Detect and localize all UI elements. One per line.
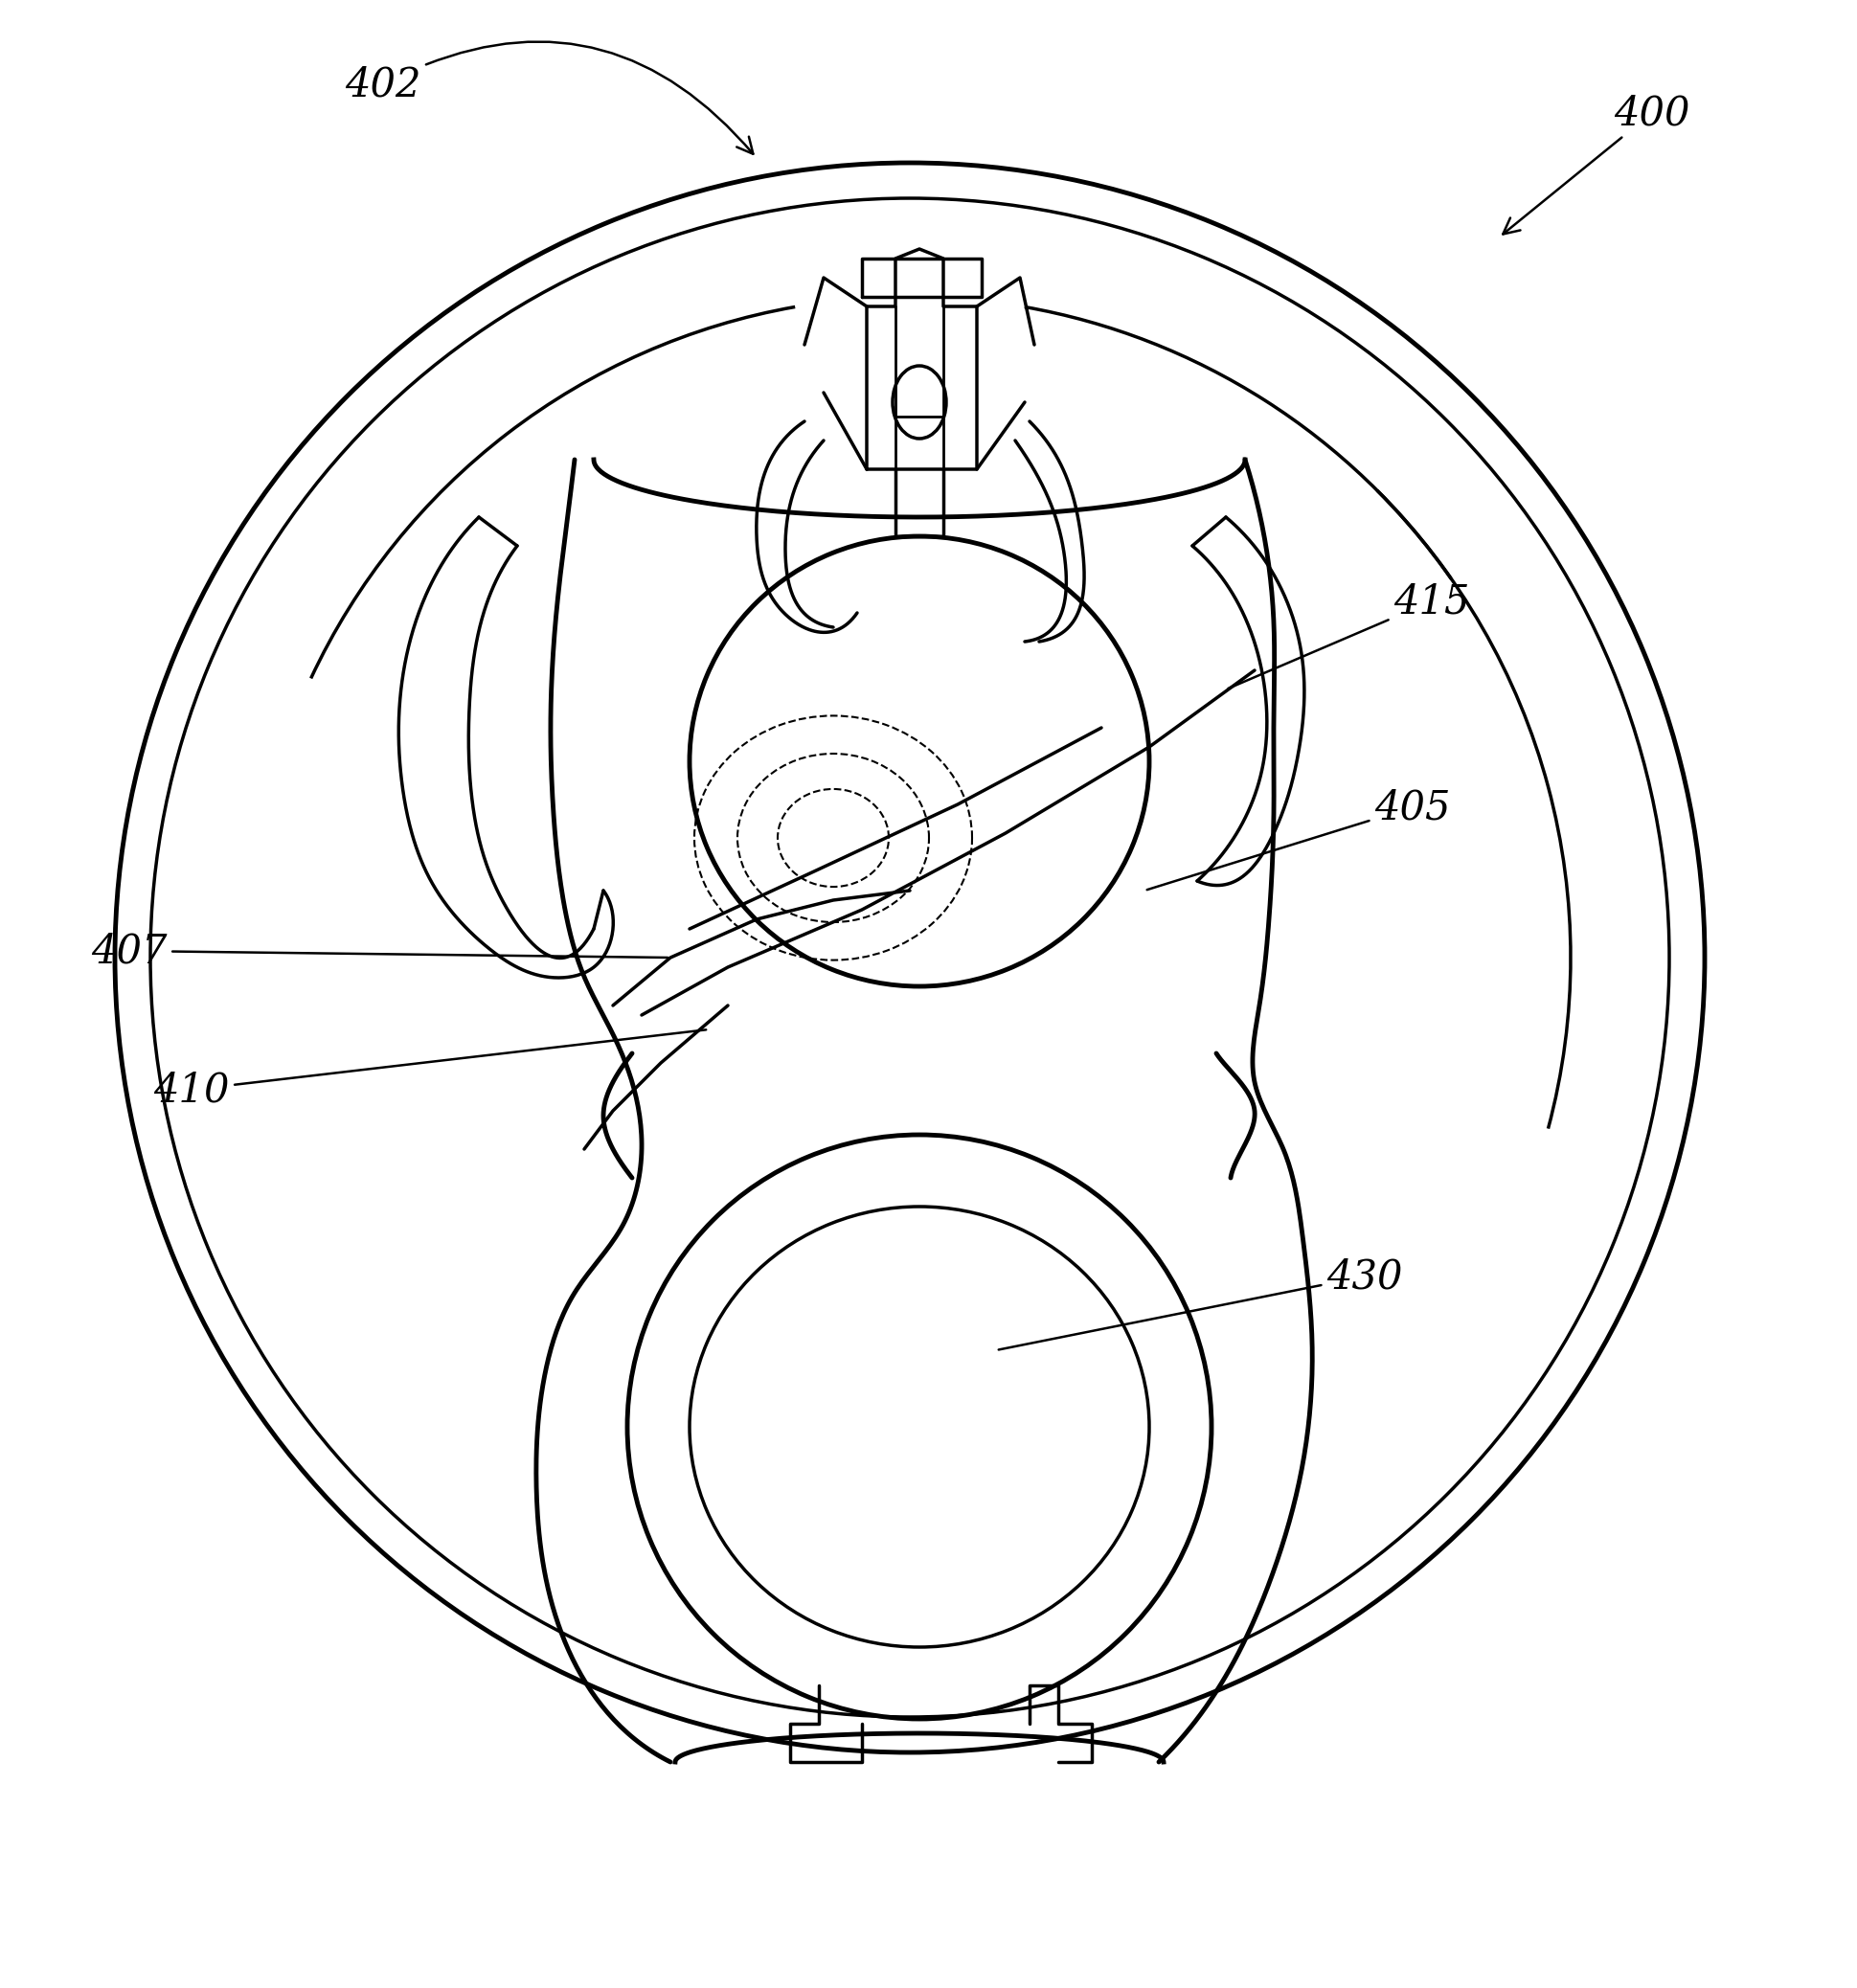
Text: 410: 410: [152, 1030, 706, 1109]
Text: 430: 430: [997, 1256, 1402, 1350]
Text: 400: 400: [1502, 93, 1690, 235]
Text: 407: 407: [91, 930, 667, 970]
Text: 405: 405: [1146, 787, 1450, 891]
Text: 415: 415: [1227, 580, 1469, 688]
Text: 402: 402: [345, 42, 752, 153]
